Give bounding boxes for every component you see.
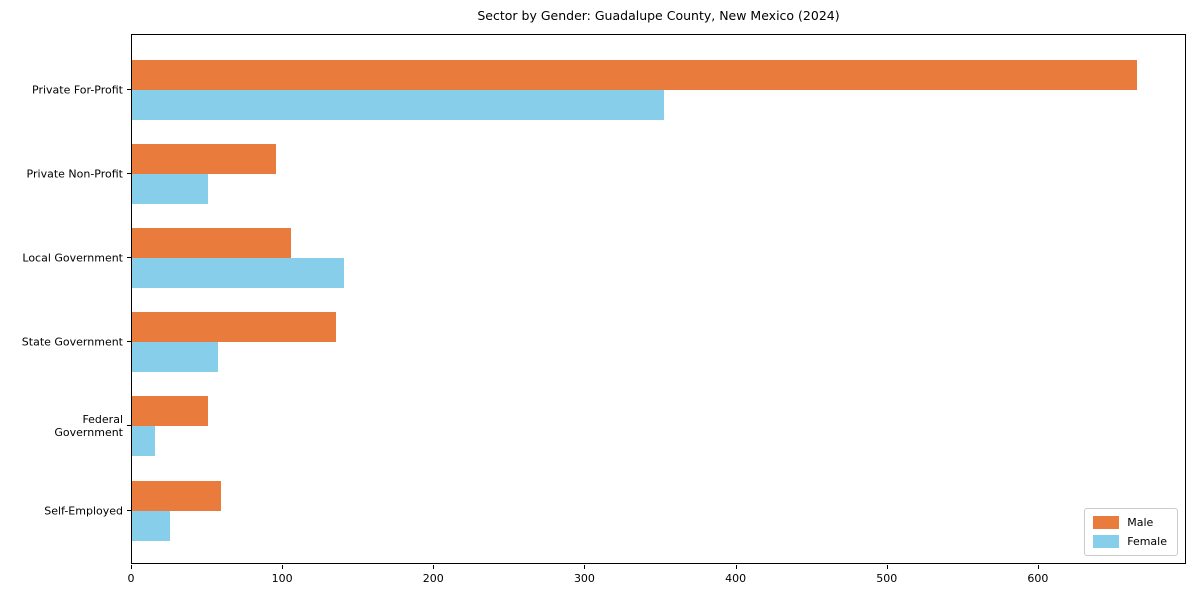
chart-title: Sector by Gender: Guadalupe County, New …	[477, 8, 840, 23]
x-tick-label-100: 100	[271, 572, 293, 585]
legend-swatch-male-icon	[1093, 516, 1120, 529]
bar-female-local-government	[132, 257, 344, 288]
legend-label-male: Male	[1127, 516, 1154, 529]
plot-area: Male Female	[131, 34, 1186, 564]
x-tick-label-300: 300	[573, 572, 595, 585]
legend: Male Female	[1084, 508, 1178, 556]
y-tick-mark	[127, 256, 131, 258]
x-tick-mark	[1037, 565, 1039, 569]
bar-female-state-government	[132, 342, 219, 373]
bar-male-local-government	[132, 227, 291, 258]
y-tick-label-state-government: State Government	[21, 335, 123, 349]
y-tick-mark	[127, 172, 131, 174]
y-tick-mark	[127, 509, 131, 511]
y-tick-mark	[127, 88, 131, 90]
y-tick-mark	[127, 425, 131, 427]
x-tick-label-500: 500	[876, 572, 898, 585]
x-tick-mark	[131, 565, 132, 569]
x-tick-label-200: 200	[422, 572, 444, 585]
x-tick-mark	[886, 565, 888, 569]
legend-swatch-female-icon	[1093, 535, 1120, 548]
bar-female-private-for-profit	[132, 89, 665, 120]
x-tick-mark	[735, 565, 737, 569]
x-tick-label-600: 600	[1027, 572, 1049, 585]
y-tick-label-private-for-profit: Private For-Profit	[32, 83, 123, 96]
bar-male-private-for-profit	[132, 59, 1138, 90]
x-tick-mark	[433, 565, 435, 569]
bar-male-federal-government	[132, 396, 208, 427]
legend-row-female: Female	[1093, 535, 1167, 548]
x-tick-label-0: 0	[127, 572, 135, 585]
y-tick-label-self-employed: Self-Employed	[44, 504, 123, 517]
y-tick-mark	[127, 341, 131, 343]
bar-male-state-government	[132, 312, 337, 343]
x-tick-mark	[282, 565, 284, 569]
bar-male-private-non-profit	[132, 143, 276, 174]
bar-male-self-employed	[132, 480, 222, 511]
y-tick-label-local-government: Local Government	[22, 251, 123, 265]
y-tick-label-private-non-profit: Private Non-Profit	[26, 167, 123, 181]
y-tick-label-federal-government: Federal Government	[54, 413, 123, 440]
legend-label-female: Female	[1127, 535, 1167, 548]
x-tick-mark	[584, 565, 586, 569]
bar-female-federal-government	[132, 426, 155, 457]
x-tick-label-400: 400	[725, 572, 747, 585]
legend-row-male: Male	[1093, 516, 1167, 529]
bar-female-private-non-profit	[132, 173, 208, 204]
bar-female-self-employed	[132, 510, 170, 541]
